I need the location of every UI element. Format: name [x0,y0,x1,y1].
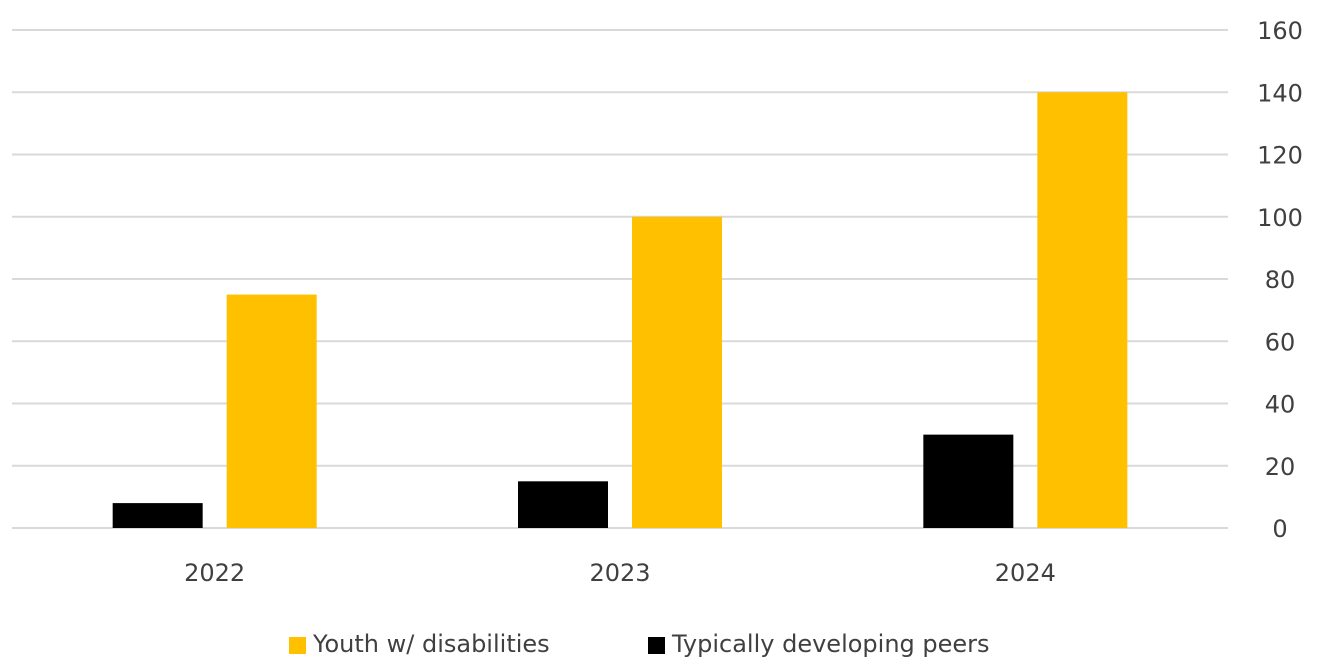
y-tick-label: 0 [1272,515,1287,543]
x-axis-ticks: 2022 2023 2024 [184,559,1056,587]
gridlines [12,29,1228,529]
x-tick-label: 2022 [184,559,245,587]
legend-swatch-youth-w-disabilities [289,637,306,654]
x-tick-label: 2024 [995,559,1056,587]
y-tick-label: 60 [1265,328,1296,356]
y-tick-label: 160 [1257,17,1303,45]
bar-typically-developing-peers-2024 [923,434,1014,528]
y-tick-label: 80 [1265,266,1296,294]
bar-youth-w-disabilities-2023 [632,216,722,528]
y-tick-label: 20 [1265,453,1296,481]
bar-youth-w-disabilities-2024 [1037,92,1128,528]
bars [112,92,1128,528]
legend: Youth w/ disabilities Typically developin… [289,630,990,658]
y-axis-ticks: 0 20 40 60 80 100 120 140 160 [1257,17,1303,543]
y-tick-label: 120 [1257,142,1303,170]
bar-typically-developing-peers-2022 [112,503,203,528]
bar-youth-w-disabilities-2022 [226,294,317,528]
legend-label-youth-w-disabilities: Youth w/ disabilities [312,630,550,658]
y-tick-label: 140 [1257,79,1303,107]
y-tick-label: 100 [1257,204,1303,232]
y-tick-label: 40 [1265,391,1296,419]
legend-swatch-typically-developing-peers [648,637,665,654]
legend-label-typically-developing-peers: Typically developing peers [671,630,990,658]
bar-typically-developing-peers-2023 [518,481,608,528]
x-tick-label: 2023 [589,559,650,587]
